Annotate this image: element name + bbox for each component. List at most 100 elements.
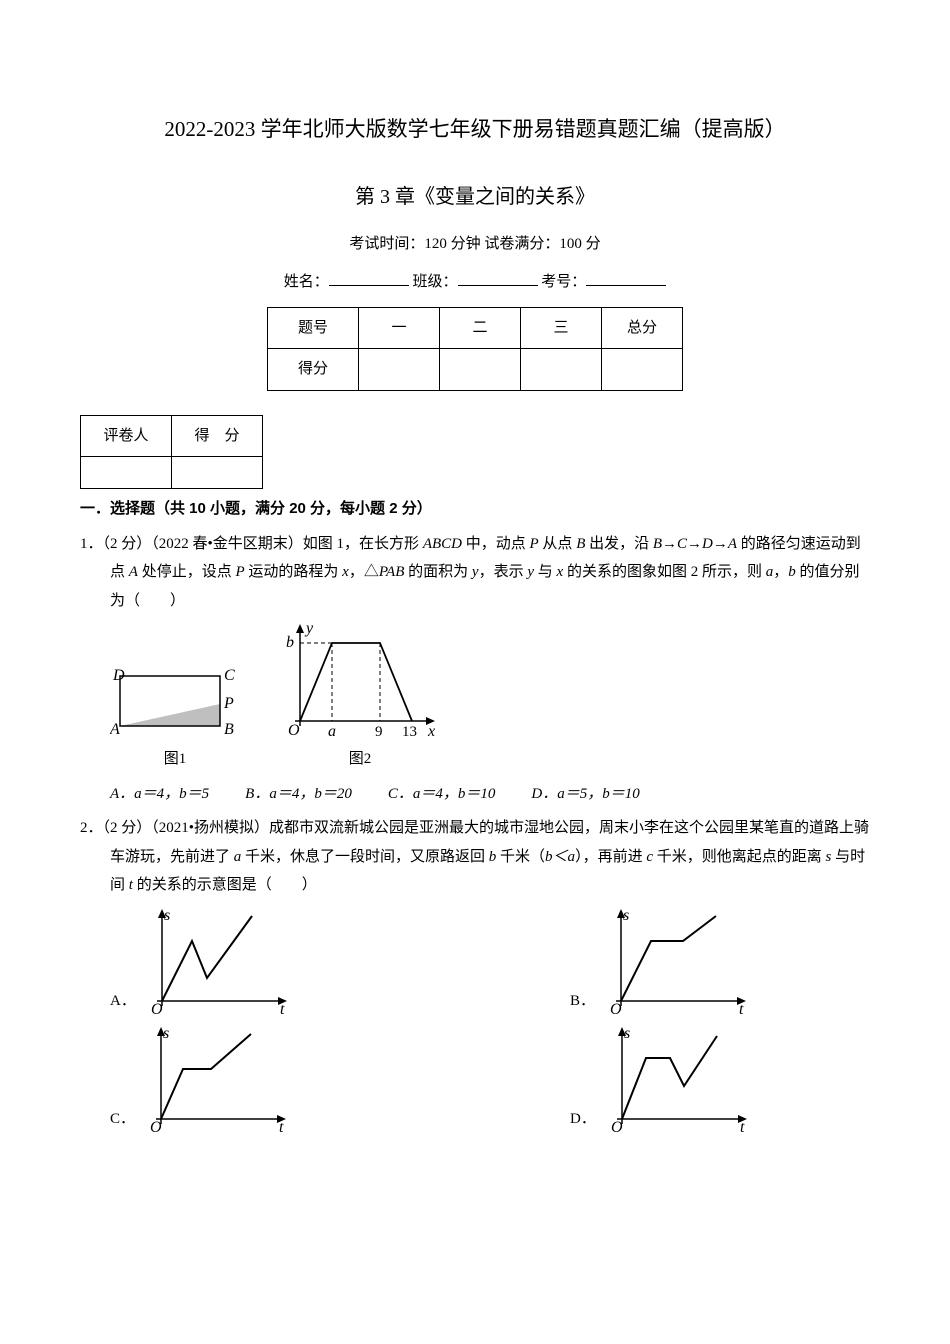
- lbl-A: A: [110, 721, 120, 738]
- q1-b: B: [576, 536, 585, 552]
- q1-t: 如图 1，在长方形: [303, 536, 423, 552]
- score-h3: 三: [521, 307, 602, 349]
- q2-optB: B． s O t: [570, 906, 870, 1016]
- q1-pts: （2 分）: [103, 536, 152, 552]
- doc-title: 2022-2023 学年北师大版数学七年级下册易错题真题汇编（提高版）: [80, 110, 870, 150]
- lbl-13: 13: [402, 724, 417, 740]
- score-cell: [359, 349, 440, 391]
- s-lbl: s: [163, 1025, 169, 1042]
- q1-fig2-label: 图2: [280, 745, 440, 774]
- q2-lt: b＜a: [545, 849, 575, 865]
- q1-fig1-label: 图1: [110, 745, 240, 774]
- page: 2022-2023 学年北师大版数学七年级下册易错题真题汇编（提高版） 第 3 …: [0, 0, 950, 1180]
- section1-title: 一．选择题（共 10 小题，满分 20 分，每小题 2 分）: [80, 495, 870, 524]
- q2-t: 千米（: [496, 849, 545, 865]
- O-lbl: O: [610, 1001, 622, 1016]
- score-h2: 二: [440, 307, 521, 349]
- q2-t: 千米，休息了一段时间，又原路返回: [241, 849, 489, 865]
- q2-optA-label: A．: [110, 987, 136, 1016]
- score-cell: [440, 349, 521, 391]
- class-label: 班级：: [412, 274, 457, 290]
- q1-t: ，表示: [479, 564, 528, 580]
- O-lbl: O: [151, 1001, 163, 1016]
- q2-c: c: [646, 849, 653, 865]
- O-lbl: O: [150, 1119, 162, 1134]
- lbl-aa: a: [328, 723, 336, 740]
- name-row: 姓名： 班级： 考号：: [80, 268, 870, 297]
- q1-p: P: [530, 536, 539, 552]
- lbl-x: x: [427, 723, 435, 740]
- q2-num: 2．: [80, 820, 103, 836]
- score-cell: [602, 349, 683, 391]
- q2-optD: D． s O t: [570, 1024, 870, 1134]
- class-blank: [458, 270, 538, 286]
- q2-t: 的关系的示意图是（ ）: [133, 877, 317, 893]
- grader-cell: [172, 457, 263, 489]
- q1-t: ，△: [349, 564, 379, 580]
- q2-graph-A: s O t: [142, 906, 292, 1016]
- grader-table: 评卷人 得 分: [80, 415, 263, 490]
- t-lbl: t: [279, 1119, 284, 1134]
- q2-optC-label: C．: [110, 1105, 135, 1134]
- lbl-O: O: [288, 722, 300, 739]
- q2-pts: （2 分）: [103, 820, 152, 836]
- q1-optC: C．a＝4，b＝10: [388, 780, 496, 809]
- score-h1: 一: [359, 307, 440, 349]
- q2-graph-D: s O t: [602, 1024, 752, 1134]
- lbl-y: y: [304, 621, 314, 637]
- q1-fig1: D C A B P: [110, 666, 240, 741]
- score-r2: 得分: [268, 349, 359, 391]
- lbl-9: 9: [375, 724, 383, 740]
- grader-cell: [81, 457, 172, 489]
- q1-fig2: y b O a 9 13 x: [280, 621, 440, 741]
- q1-t: ，: [773, 564, 788, 580]
- question-2: 2．（2 分）（2021•扬州模拟）成都市双流新城公园是亚洲最大的城市湿地公园，…: [80, 814, 870, 1134]
- lbl-B: B: [224, 721, 234, 738]
- q1-options: A．a＝4，b＝5 B．a＝4，b＝20 C．a＝4，b＝10 D．a＝5，b＝…: [80, 780, 870, 809]
- q2-graph-B: s O t: [601, 906, 751, 1016]
- lbl-P: P: [223, 695, 234, 712]
- q2-optC: C． s O t: [110, 1024, 410, 1134]
- chapter-title: 第 3 章《变量之间的关系》: [80, 178, 870, 216]
- q1-t: 的关系的图象如图 2 所示，则: [563, 564, 766, 580]
- s-lbl: s: [623, 907, 629, 924]
- q1-t: 与: [534, 564, 557, 580]
- q2-src: （2021•扬州模拟）: [151, 820, 269, 836]
- q1-optA: A．a＝4，b＝5: [110, 780, 209, 809]
- q2-optD-label: D．: [570, 1105, 596, 1134]
- q1-t: 运动的路程为: [245, 564, 343, 580]
- lbl-C: C: [224, 667, 235, 684]
- q1-figures: D C A B P 图1: [80, 621, 870, 774]
- q1-x: x: [342, 564, 349, 580]
- q1-y: y: [472, 564, 479, 580]
- q1-t: 中，动点: [462, 536, 530, 552]
- q1-fig2-wrap: y b O a 9 13 x 图2: [280, 621, 440, 774]
- q1-t: 的面积为: [404, 564, 472, 580]
- grader-c0: 评卷人: [81, 415, 172, 457]
- grader-c1: 得 分: [172, 415, 263, 457]
- exam-info: 考试时间：120 分钟 试卷满分：100 分: [80, 230, 870, 259]
- O-lbl: O: [611, 1119, 623, 1134]
- q1-src: （2022 春•金牛区期末）: [151, 536, 303, 552]
- lbl-bb: b: [286, 634, 294, 651]
- q1-optB: B．a＝4，b＝20: [245, 780, 352, 809]
- q1-t: 从点: [539, 536, 577, 552]
- q1-optD: D．a＝5，b＝10: [531, 780, 639, 809]
- name-label: 姓名：: [284, 274, 329, 290]
- q1-bvar: b: [788, 564, 796, 580]
- score-h0: 题号: [268, 307, 359, 349]
- q1-fig1-wrap: D C A B P 图1: [110, 666, 240, 774]
- t-lbl: t: [740, 1119, 745, 1134]
- t-lbl: t: [280, 1001, 285, 1016]
- q1-y2: y: [527, 564, 534, 580]
- score-h4: 总分: [602, 307, 683, 349]
- q1-path: B→C→D→A: [653, 536, 737, 552]
- lbl-D: D: [112, 667, 125, 684]
- q2-t: ），再前进: [575, 849, 646, 865]
- q2-body: 2．（2 分）（2021•扬州模拟）成都市双流新城公园是亚洲最大的城市湿地公园，…: [80, 814, 870, 900]
- id-label: 考号：: [541, 274, 586, 290]
- score-cell: [521, 349, 602, 391]
- q1-num: 1．: [80, 536, 103, 552]
- s-lbl: s: [624, 1025, 630, 1042]
- id-blank: [586, 270, 666, 286]
